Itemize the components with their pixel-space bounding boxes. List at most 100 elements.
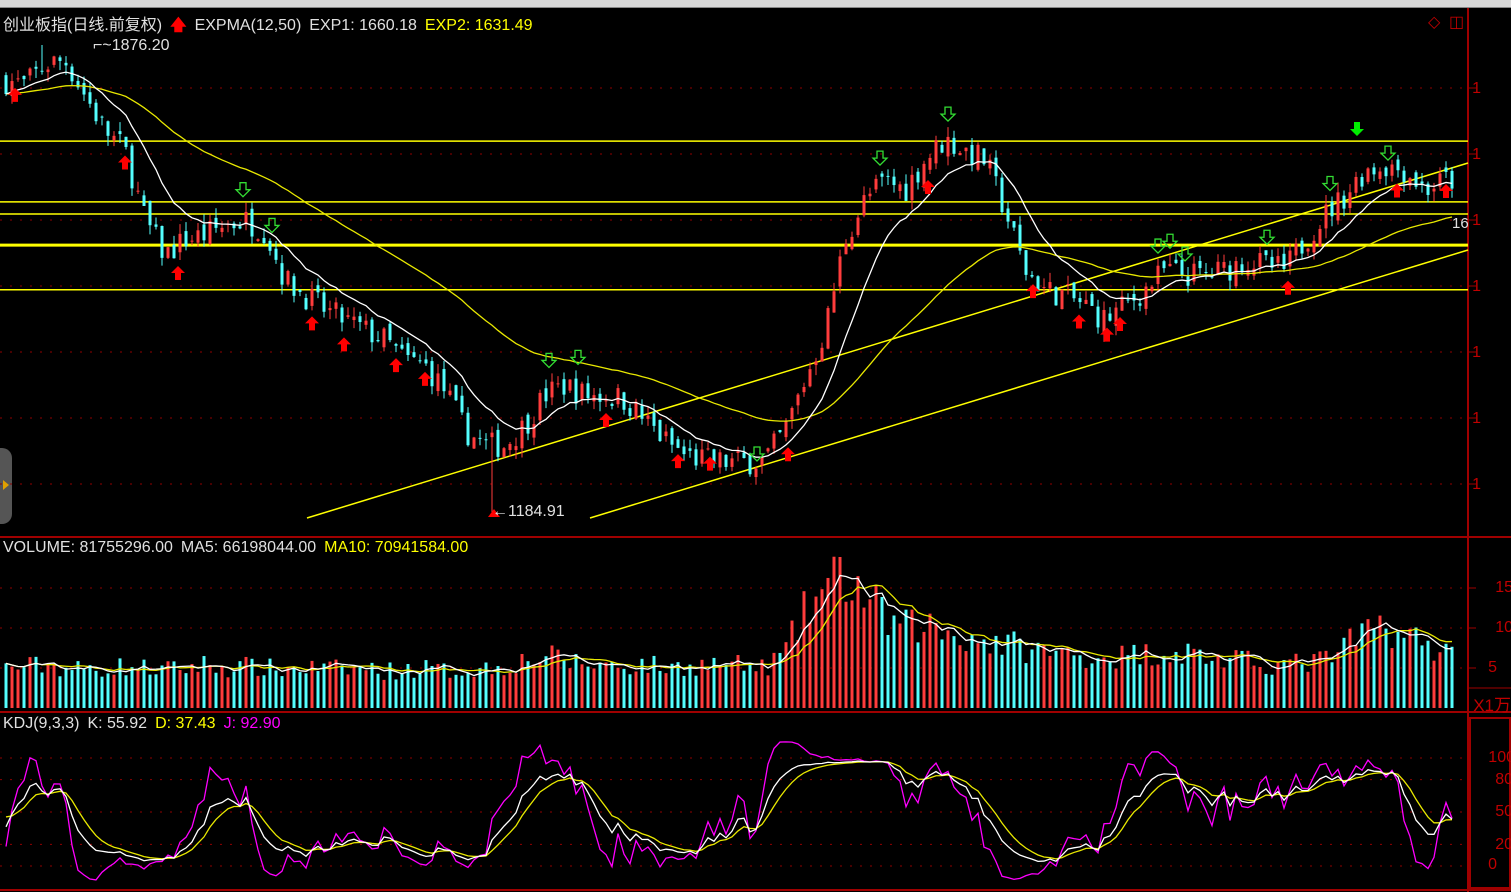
split-window-icon[interactable]: ◫ xyxy=(1449,14,1465,31)
kdj-axis-label: 50 xyxy=(1495,803,1511,820)
volume-bar xyxy=(1222,667,1226,708)
volume-bar xyxy=(1348,628,1352,708)
diamond-icon[interactable]: ◇ xyxy=(1428,14,1441,31)
candle-body xyxy=(874,178,878,190)
candle-body xyxy=(136,190,140,192)
window-top-bar xyxy=(0,0,1511,8)
volume-bar xyxy=(1000,654,1004,708)
volume-bar xyxy=(556,649,560,708)
volume-bar xyxy=(160,665,164,708)
volume-bar xyxy=(1096,658,1100,708)
volume-bar xyxy=(1030,649,1034,708)
volume-bar xyxy=(1270,674,1274,708)
volume-bar xyxy=(628,674,632,708)
sell-signal-arrow-icon xyxy=(1161,233,1179,250)
candle-body xyxy=(1012,221,1016,228)
volume-bar xyxy=(340,665,344,708)
volume-bar xyxy=(100,676,104,708)
volume-bar xyxy=(82,669,86,708)
volume-bar xyxy=(436,663,440,708)
volume-bar xyxy=(514,673,518,708)
volume-bar xyxy=(598,662,602,708)
candle-body xyxy=(1162,261,1166,269)
volume-bar xyxy=(1144,644,1148,708)
volume-bar xyxy=(994,635,998,708)
volume-bar xyxy=(58,676,62,708)
volume-bar xyxy=(712,657,716,708)
volume-bar xyxy=(802,591,806,708)
volume-bar xyxy=(1300,664,1304,708)
candle-body xyxy=(112,135,116,141)
volume-bar xyxy=(520,653,524,708)
candle-body xyxy=(1006,208,1010,222)
volume-bar xyxy=(676,662,680,708)
candle-body xyxy=(130,145,134,189)
candle-body xyxy=(844,243,848,255)
volume-bar xyxy=(1240,650,1244,708)
volume-bar xyxy=(1018,638,1022,708)
candle-body xyxy=(1114,307,1118,326)
ma10-value: MA10: 70941584.00 xyxy=(324,539,469,556)
volume-bar xyxy=(448,677,452,708)
sell-signal-arrow-icon xyxy=(1350,122,1364,136)
price-axis-label: 1 xyxy=(1472,80,1481,97)
candle-body xyxy=(556,383,560,385)
candle-body xyxy=(1060,289,1064,310)
candle-body xyxy=(58,57,62,61)
candle-body xyxy=(508,444,512,451)
candle-body xyxy=(1192,263,1196,282)
candle-body xyxy=(1258,253,1262,268)
candle-body xyxy=(1132,293,1136,301)
candle-body xyxy=(1042,287,1046,289)
candle-body xyxy=(862,195,866,216)
candle-body xyxy=(634,401,638,419)
volume-bar xyxy=(562,660,566,708)
volume-bar xyxy=(922,631,926,708)
volume-bar xyxy=(352,666,356,708)
volume-bar xyxy=(574,654,578,708)
volume-bar xyxy=(238,661,242,708)
volume-bar xyxy=(1432,660,1436,708)
candle-body xyxy=(1300,240,1304,254)
high-price-label: ⌐~1876.20 xyxy=(93,37,170,54)
candle-body xyxy=(316,285,320,293)
sell-signal-arrow-icon xyxy=(540,352,558,369)
candle-body xyxy=(274,248,278,260)
candle-body xyxy=(1066,284,1070,286)
main-header: 创业板指(日线.前复权) 🡅 EXPMA(12,50) EXP1: 1660.18 EX… xyxy=(3,11,541,41)
volume-bar xyxy=(1150,665,1154,708)
volume-bar xyxy=(1120,645,1124,708)
candle-body xyxy=(478,437,482,439)
trend-line xyxy=(306,162,1469,519)
candle-body xyxy=(934,140,938,164)
volume-bar xyxy=(1438,652,1442,708)
candle-body xyxy=(244,211,248,224)
candle-body xyxy=(466,412,470,446)
candle-body xyxy=(1318,228,1322,247)
volume-bar xyxy=(190,664,194,708)
candle-body xyxy=(94,102,98,122)
candle-body xyxy=(1108,313,1112,321)
volume-bar xyxy=(496,666,500,708)
candle-body xyxy=(574,378,578,404)
expand-panel-handle[interactable] xyxy=(0,448,12,524)
volume-bar xyxy=(1138,664,1142,708)
volume-bar xyxy=(154,674,158,708)
volume-bar xyxy=(1102,657,1106,708)
candle-body xyxy=(484,439,488,441)
volume-bar xyxy=(430,666,434,708)
candle-body xyxy=(166,247,170,258)
candle-body xyxy=(454,385,458,401)
candle-body xyxy=(1336,192,1340,221)
volume-bar xyxy=(766,675,770,708)
candle-body xyxy=(628,408,632,416)
volume-bar xyxy=(706,670,710,708)
volume-bar xyxy=(1390,648,1394,708)
candle-body xyxy=(664,431,668,437)
volume-bar xyxy=(16,669,20,708)
volume-bar xyxy=(838,556,842,708)
candle-body xyxy=(736,451,740,453)
candle-body xyxy=(742,452,746,459)
candle-body xyxy=(52,56,56,65)
volume-bar xyxy=(466,672,470,708)
